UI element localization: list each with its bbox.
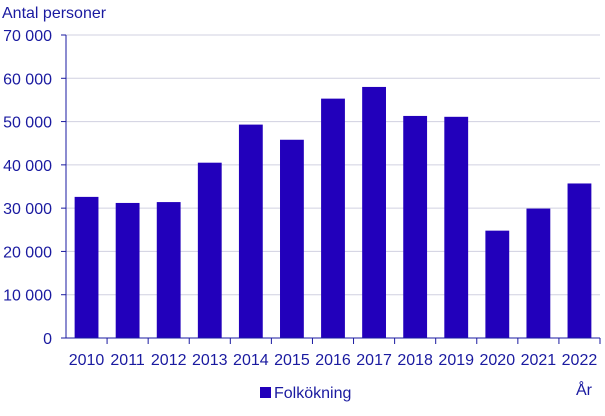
x-tick-label: 2011 (110, 352, 145, 369)
x-tick-label: 2021 (521, 352, 557, 369)
legend-swatch (260, 387, 271, 398)
x-axis-title: År (576, 380, 593, 399)
bar-2019 (444, 116, 469, 338)
x-tick-label: 2015 (274, 352, 310, 369)
y-tick-label: 30 000 (3, 201, 52, 218)
y-tick-label: 70 000 (3, 28, 52, 45)
bar-2011 (115, 202, 140, 338)
y-tick-label: 40 000 (3, 158, 52, 175)
x-tick-label: 2020 (480, 352, 516, 369)
legend-label: Folkökning (274, 385, 351, 402)
x-tick-labels: 2010 2011 2012 2013 2014 2015 2016 2017 2018 2019… (69, 352, 598, 369)
x-tick-label: 2016 (315, 352, 351, 369)
x-tick-label: 2019 (438, 352, 474, 369)
x-tick-label: 2014 (233, 352, 269, 369)
y-tick-label: 20 000 (3, 244, 52, 261)
bar-2022 (567, 183, 592, 338)
y-tick-label: 50 000 (3, 115, 52, 132)
x-tick-label: 2018 (397, 352, 433, 369)
legend: Folkökning (260, 385, 351, 402)
x-tick-label: 2012 (151, 352, 187, 369)
x-tick-label: 2017 (356, 352, 392, 369)
x-tick-label: 2010 (69, 352, 105, 369)
y-tick-label: 60 000 (3, 71, 52, 88)
x-tick-label: 2022 (562, 352, 598, 369)
bar-2013 (197, 162, 222, 338)
bar-2017 (362, 86, 386, 338)
y-tick-label: 10 000 (3, 288, 52, 305)
y-tick-labels: 0 10 000 20 000 30 000 40 000 50 000 60 000 70 … (3, 28, 52, 348)
y-axis-title: Antal personer (2, 5, 107, 22)
bar-2010 (74, 196, 99, 338)
bar-2020 (485, 230, 510, 338)
bar-2016 (321, 98, 345, 338)
bar-2014 (238, 124, 263, 338)
axes (61, 34, 601, 344)
bars (74, 86, 592, 339)
y-tick-label: 0 (43, 331, 52, 348)
bar-2012 (156, 202, 181, 338)
bar-2015 (280, 139, 304, 338)
x-tick-label: 2013 (192, 352, 228, 369)
bar-2021 (526, 208, 551, 338)
bar-2018 (403, 115, 428, 339)
